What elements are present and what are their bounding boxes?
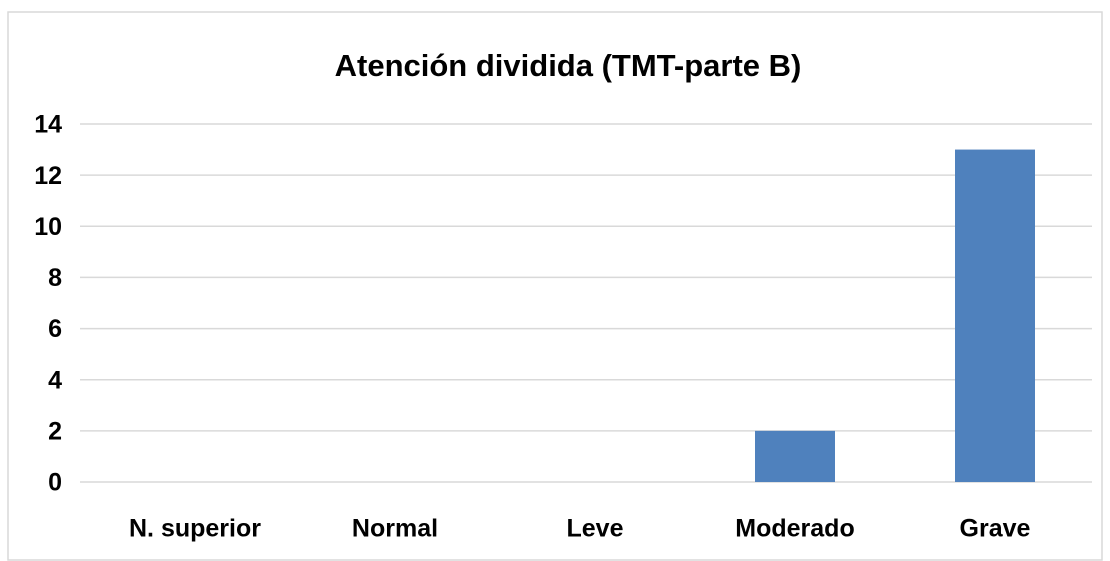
y-tick-label: 2 (48, 417, 62, 445)
x-tick-label: Normal (352, 515, 438, 543)
y-tick-label: 8 (48, 264, 62, 292)
y-tick-label: 12 (34, 162, 62, 190)
x-tick-label: Grave (960, 515, 1031, 543)
y-tick-label: 14 (34, 111, 62, 139)
y-tick-label: 0 (48, 469, 62, 497)
y-tick-label: 10 (34, 213, 62, 241)
chart-border (7, 11, 1103, 561)
x-tick-label: Leve (567, 515, 624, 543)
bar (955, 149, 1035, 483)
chart-title: Atención dividida (TMT-parte B) (335, 48, 802, 83)
x-tick-label: N. superior (129, 515, 261, 543)
x-tick-label: Moderado (735, 515, 854, 543)
y-tick-label: 4 (48, 366, 62, 394)
y-tick-label: 6 (48, 315, 62, 343)
bar (755, 430, 835, 482)
